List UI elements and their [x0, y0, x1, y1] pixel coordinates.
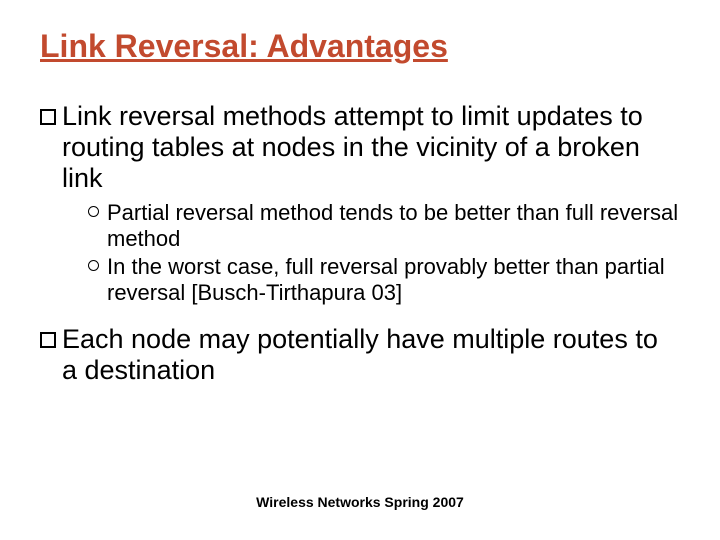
- list-item-text: In the worst case, full reversal provabl…: [107, 254, 680, 306]
- list-item: Partial reversal method tends to be bett…: [88, 200, 680, 252]
- list-item-text: Each node may potentially have multiple …: [62, 324, 680, 386]
- slide: Link Reversal: Advantages Link reversal …: [0, 0, 720, 540]
- slide-title: Link Reversal: Advantages: [40, 28, 680, 65]
- circle-bullet-icon: [88, 260, 99, 271]
- slide-footer: Wireless Networks Spring 2007: [0, 494, 720, 510]
- list-item: Each node may potentially have multiple …: [40, 324, 680, 386]
- list-item: Link reversal methods attempt to limit u…: [40, 101, 680, 194]
- sub-list: Partial reversal method tends to be bett…: [88, 200, 680, 306]
- square-bullet-icon: [40, 109, 56, 125]
- list-item-text: Link reversal methods attempt to limit u…: [62, 101, 680, 194]
- square-bullet-icon: [40, 332, 56, 348]
- circle-bullet-icon: [88, 206, 99, 217]
- bullet-list: Link reversal methods attempt to limit u…: [40, 101, 680, 386]
- list-item: In the worst case, full reversal provabl…: [88, 254, 680, 306]
- list-item-text: Partial reversal method tends to be bett…: [107, 200, 680, 252]
